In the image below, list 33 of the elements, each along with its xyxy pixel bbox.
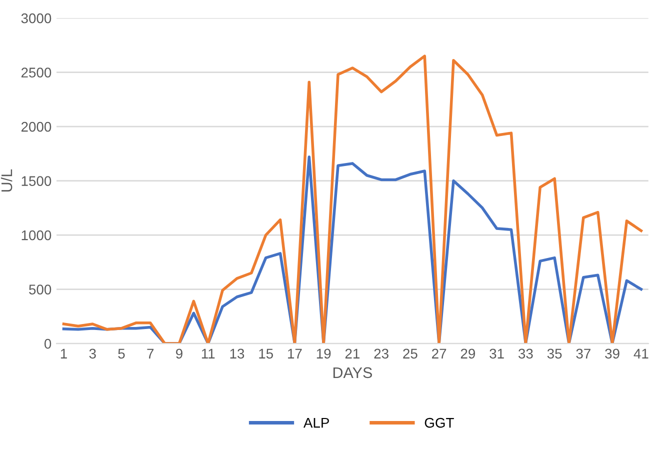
x-tick-label: 31 bbox=[490, 348, 504, 359]
line-series bbox=[62, 54, 643, 344]
x-tick-label: 3 bbox=[89, 348, 96, 359]
x-tick-label: 7 bbox=[147, 348, 154, 358]
y-axis-title: U/L bbox=[0, 169, 12, 192]
x-tick-label: 23 bbox=[374, 348, 388, 359]
x-tick-label: 13 bbox=[230, 348, 244, 359]
x-tick-label: 39 bbox=[605, 348, 620, 359]
x-tick-label: 21 bbox=[345, 348, 360, 358]
y-tick-label: 2000 bbox=[21, 122, 52, 132]
y-tick-label: 1000 bbox=[22, 230, 52, 240]
x-tick-label: 17 bbox=[288, 348, 302, 358]
x-tick-label: 41 bbox=[634, 348, 648, 358]
legend-label: GGT bbox=[424, 418, 454, 428]
x-tick-label: 11 bbox=[202, 348, 215, 358]
x-tick-label: 19 bbox=[316, 348, 331, 359]
x-tick-label: 5 bbox=[118, 348, 125, 359]
x-tick-label: 37 bbox=[576, 348, 590, 359]
x-tick-label: 25 bbox=[403, 348, 418, 359]
legend-label: ALP bbox=[303, 418, 329, 428]
x-tick-label: 35 bbox=[547, 348, 562, 359]
y-tick-label: 0 bbox=[44, 338, 52, 349]
y-tick-label: 500 bbox=[29, 284, 52, 294]
x-tick-label: 9 bbox=[176, 348, 182, 359]
y-tick-label: 1500 bbox=[22, 176, 52, 186]
y-tick-label: 2500 bbox=[21, 68, 52, 78]
x-axis-title: DAYS bbox=[333, 367, 372, 378]
x-tick-label: 27 bbox=[432, 348, 446, 358]
x-tick-label: 1 bbox=[60, 348, 67, 358]
x-tick-label: 15 bbox=[259, 348, 273, 359]
x-tick-label: 33 bbox=[518, 348, 533, 359]
x-tick-label: 29 bbox=[460, 348, 475, 359]
y-tick-label: 3000 bbox=[21, 13, 52, 24]
